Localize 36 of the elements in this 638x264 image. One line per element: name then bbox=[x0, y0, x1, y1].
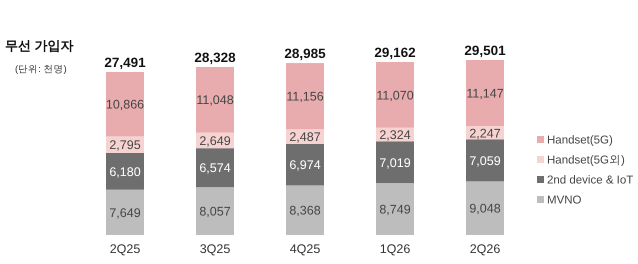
data-label: 2,649 bbox=[199, 134, 231, 148]
x-tick-label: 1Q26 bbox=[380, 242, 410, 256]
data-label: 2,487 bbox=[289, 130, 321, 144]
data-label: 6,974 bbox=[289, 158, 321, 172]
legend-label: MVNO bbox=[547, 194, 582, 206]
x-tick-label: 2Q26 bbox=[470, 242, 500, 256]
x-tick-label: 2Q25 bbox=[110, 242, 140, 256]
data-label: 7,019 bbox=[379, 156, 411, 170]
legend-label: Handset(5G외) bbox=[547, 154, 626, 166]
total-label: 28,328 bbox=[194, 50, 236, 65]
data-label: 11,070 bbox=[376, 88, 414, 102]
data-label: 6,180 bbox=[109, 164, 141, 179]
total-label: 29,162 bbox=[374, 45, 416, 60]
data-label: 2,324 bbox=[379, 128, 411, 142]
data-label: 8,057 bbox=[199, 204, 231, 219]
total-label: 28,985 bbox=[284, 46, 326, 62]
data-label: 9,048 bbox=[469, 202, 501, 216]
data-label: 2,247 bbox=[469, 126, 501, 140]
data-label: 11,147 bbox=[466, 86, 504, 101]
x-tick-label: 4Q25 bbox=[290, 242, 320, 256]
total-label: 27,491 bbox=[104, 54, 146, 70]
x-tick-label: 3Q25 bbox=[200, 242, 230, 256]
legend-label: 2nd device & IoT bbox=[547, 174, 634, 186]
data-label: 2,795 bbox=[109, 138, 141, 152]
legend-label: Handset(5G) bbox=[547, 134, 614, 146]
data-label: 11,048 bbox=[196, 93, 234, 108]
total-label: 29,501 bbox=[464, 43, 506, 58]
data-label: 8,368 bbox=[289, 204, 321, 218]
data-label: 10,866 bbox=[106, 98, 144, 112]
data-label: 7,649 bbox=[109, 206, 141, 220]
chart-title: 무선 가입자 bbox=[5, 38, 74, 53]
text: (단위: 천명) bbox=[15, 64, 67, 75]
data-label: 8,749 bbox=[379, 202, 411, 217]
data-label: 11,156 bbox=[286, 90, 324, 104]
data-label: 7,059 bbox=[469, 154, 501, 168]
data-label: 6,574 bbox=[199, 161, 231, 176]
